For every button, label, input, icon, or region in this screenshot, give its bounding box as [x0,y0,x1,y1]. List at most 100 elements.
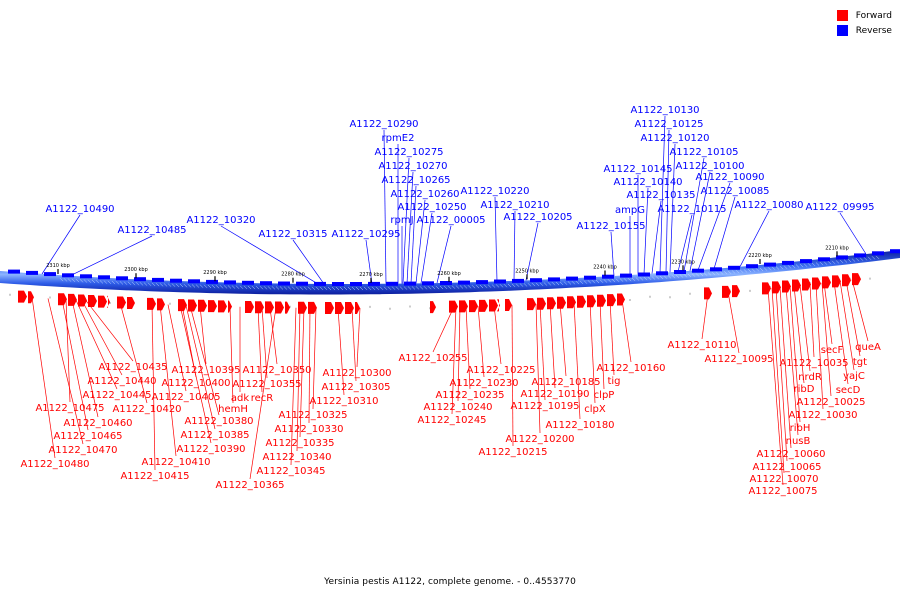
reverse-leader-line [513,210,516,281]
gene-labels: A1122_10490A1122_10485A1122_10320A1122_1… [20,105,881,497]
backbone-hatch [319,286,324,291]
forward-leader-line [312,307,317,410]
backbone-hatch [227,285,232,289]
forward-gene-label: queA [855,342,881,353]
forward-leader-line [356,307,361,368]
reverse-leader-line [713,196,736,269]
reverse-feature [44,272,56,277]
reverse-gene-label: A1122_10085 [700,186,769,197]
reverse-feature [278,281,290,286]
forward-gene-label: A1122_10345 [256,466,325,477]
forward-feature [842,274,851,287]
backbone-hatch [167,283,172,287]
forward-gene-label: nrdR [798,372,822,383]
backbone-hatch [707,272,712,276]
forward-leader-line [589,301,596,404]
backbone-hatch [719,271,724,275]
backbone-hatch [207,284,212,289]
backbone-hatch [419,286,424,290]
forward-gene-label: A1122_10480 [20,459,89,470]
forward-leader-line [535,303,541,434]
gene-features [18,273,861,314]
reverse-feature [584,275,596,280]
backbone-hatch [587,280,592,284]
backbone-hatch [739,269,744,273]
forward-feature [245,301,254,314]
forward-gene-label: A1122_10445 [82,390,151,401]
legend-item-reverse: Reverse [836,23,892,38]
reverse-gene-label: A1122_10485 [117,225,186,236]
reverse-feature [80,274,92,279]
forward-gene-label: secF [821,345,844,356]
backbone-hatch [495,284,500,288]
backbone-hatch [563,281,568,285]
backbone-hatch [427,286,432,290]
reverse-leader-line [69,235,153,277]
forward-feature [547,297,556,310]
forward-feature [335,301,344,314]
backbone-hatch [147,282,152,286]
backbone-hatch [851,258,856,262]
forward-feature [537,297,546,310]
forward-feature [68,293,77,306]
reverse-gene-label: A1122_00005 [416,215,485,226]
forward-leader-line [701,293,709,340]
reverse-leader-line [677,214,693,272]
backbone-hatch [139,282,144,286]
backbone-hatch [863,257,868,261]
reverse-feature [476,280,488,285]
scale-tick: 2280 kbp [281,272,305,283]
forward-feature [127,297,135,310]
forward-gene-label: ribH [790,423,811,434]
backbone-hatch [263,286,268,290]
forward-leader-line [249,307,277,480]
forward-feature [28,291,34,304]
forward-leader-line [809,284,815,358]
backbone-hatch [539,282,544,286]
backbone-hatch [71,278,76,283]
backbone-hatch [827,261,832,265]
backbone-hatch [87,279,92,283]
backbone-hatch [871,256,876,260]
reverse-gene-label: A1122_10260 [390,189,459,200]
backbone-hatch [683,274,688,278]
forward-leader-line [257,307,263,393]
backbone-hatch [831,260,836,264]
forward-gene-label: A1122_10385 [180,430,249,441]
reverse-feature [728,265,740,270]
forward-feature [449,300,458,313]
backbone-hatch [407,286,412,290]
forward-feature [822,276,831,289]
forward-feature [812,277,821,290]
backbone-hatch [327,286,332,291]
backbone-hatch [747,268,752,273]
reverse-feature [890,249,900,254]
reverse-feature [332,282,344,286]
backbone-hatch [283,286,288,290]
forward-gene-label: A1122_10305 [321,382,390,393]
scale-tick: 2270 kbp [359,272,383,283]
reverse-feature [836,255,848,260]
backbone-hatch [395,286,400,290]
reverse-feature [116,276,128,281]
forward-gene-label: adk [231,393,249,404]
backbone-hatch [767,267,772,271]
forward-gene-label: clpP [594,390,615,401]
backbone-hatch [631,277,636,282]
backbone-hatch [175,283,180,288]
backbone-hatch [819,261,824,266]
forward-gene-label: A1122_10340 [262,452,331,463]
backbone-hatch [839,259,844,264]
backbone-hatch [523,283,528,287]
reverse-gene-label: A1122_10490 [45,204,114,215]
forward-feature [567,296,576,309]
backbone-hatch [799,263,804,268]
backbone-hatch [783,265,788,269]
forward-leader-line [727,291,740,354]
backbone-hatch [755,268,760,272]
reverse-feature [314,281,326,286]
scale-tick: 2240 kbp [593,265,617,276]
forward-gene-label: A1122_10395 [171,365,240,376]
forward-leader-line [159,304,177,457]
forward-feature [607,294,616,307]
